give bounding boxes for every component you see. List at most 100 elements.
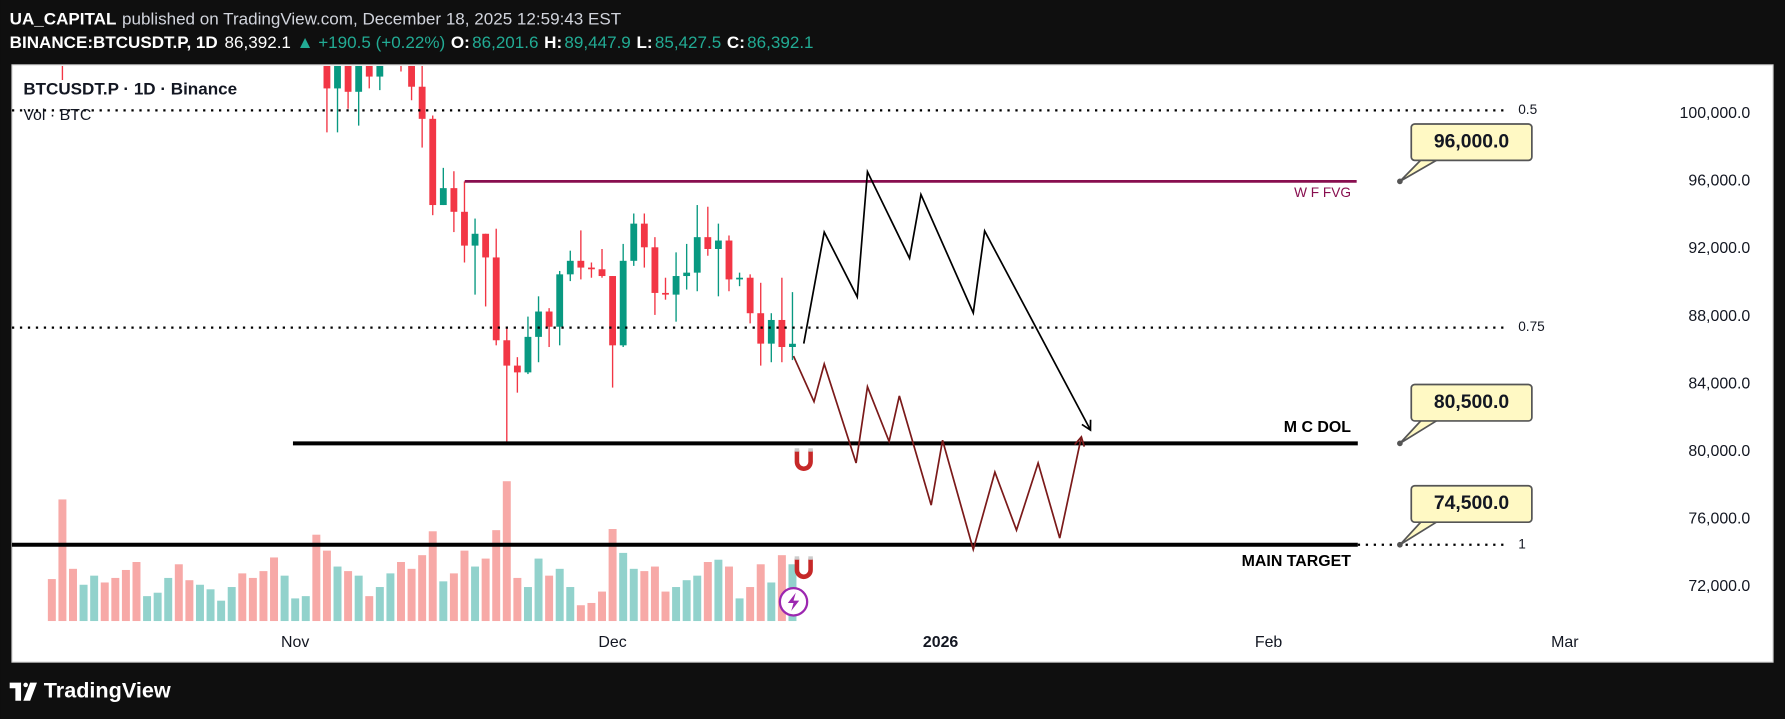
candle-body: [535, 311, 542, 337]
volume-bar: [724, 566, 733, 622]
volume-bar: [375, 587, 384, 622]
candle-body: [746, 277, 754, 314]
candle-body: [619, 260, 627, 346]
candle-body: [789, 343, 796, 347]
level-label: MAIN TARGET: [1242, 553, 1352, 570]
fib-label: 0.5: [1518, 102, 1537, 117]
candle-body: [524, 336, 532, 373]
candle-body: [683, 272, 691, 277]
projection-path-arrow: [1081, 419, 1092, 432]
volume-bar: [534, 558, 543, 622]
volume-bar: [756, 564, 765, 622]
volume-bar: [280, 575, 289, 622]
volume-bar: [587, 602, 596, 622]
volume-bar: [449, 573, 458, 622]
candle-body: [588, 267, 595, 270]
candle-body: [736, 277, 743, 280]
volume-bar: [365, 596, 374, 622]
header-line-2: BINANCE:BTCUSDT.P, 1D 86,392.1 ▲ +190.5 (+…: [10, 33, 814, 52]
author: UA_CAPITAL: [10, 9, 117, 28]
volume-bar: [714, 559, 723, 622]
candle-body: [704, 237, 712, 249]
volume-bar: [523, 587, 532, 622]
candle-body: [662, 292, 669, 295]
volume-bar: [481, 558, 490, 622]
candle-body: [503, 340, 511, 366]
candle-body: [355, 65, 363, 92]
volume-bar: [174, 564, 183, 622]
callout-anchor: [1397, 178, 1403, 185]
volume-bar: [386, 573, 395, 622]
volume-bar: [767, 582, 776, 622]
volume-bar: [576, 605, 585, 622]
volume-bar: [132, 562, 141, 622]
candle-body: [651, 247, 659, 293]
candle-body: [429, 118, 437, 206]
candle-body: [344, 65, 352, 92]
callout-box: [1410, 123, 1533, 162]
volume-bar: [291, 598, 300, 622]
volume-bar: [629, 568, 638, 622]
projection-path: [792, 355, 1083, 553]
lightning-icon[interactable]: [778, 587, 809, 617]
volume-bar: [333, 566, 342, 622]
footer-brand[interactable]: TradingView: [44, 677, 171, 702]
candle-body: [778, 319, 786, 348]
last-price: 86,392.1: [225, 33, 291, 52]
candle-body: [461, 211, 468, 246]
volume-bar: [397, 562, 405, 622]
ohlc-label: O:: [451, 33, 470, 52]
volume-bar: [121, 569, 130, 622]
volume-bar: [566, 587, 575, 622]
symbol: BINANCE:BTCUSDT.P, 1D: [10, 33, 218, 52]
volume-bar: [227, 587, 236, 622]
drawings: 0.5 0.75 1 W F FVG M C DOL MAIN TARGET: [11, 102, 1545, 570]
fib-label: 1: [1518, 536, 1526, 551]
candle-body: [672, 276, 680, 295]
candle-body: [714, 240, 722, 249]
volume-bar: [471, 566, 480, 622]
level-label: M C DOL: [1284, 419, 1351, 436]
ohlc-label: C:: [727, 33, 745, 52]
candle-body: [545, 311, 553, 327]
volume-bar: [407, 568, 416, 622]
volume-bar: [322, 550, 331, 622]
y-tick-label: 72,000.0: [1688, 578, 1750, 595]
volume-bar: [672, 587, 681, 622]
x-tick-label: Mar: [1551, 634, 1579, 651]
volume-bar: [555, 568, 564, 622]
volume-bar: [650, 566, 659, 622]
candle-body: [577, 260, 585, 268]
ohlc-value: 89,447.9: [564, 33, 630, 52]
callout-anchor: [1397, 541, 1403, 548]
volume-bar: [270, 557, 279, 622]
volume-bar: [79, 584, 88, 622]
candle-body: [439, 188, 447, 206]
published: published on TradingView.com, December 1…: [122, 9, 622, 28]
footer-logo[interactable]: [9, 682, 37, 701]
volume-bar: [185, 580, 194, 622]
volume-bar: [492, 530, 501, 622]
volume-bar: [195, 584, 204, 622]
volume-bar: [206, 589, 215, 622]
candle-body: [609, 276, 617, 346]
chart-panel: [11, 64, 1774, 663]
volume-bar: [598, 591, 606, 622]
ohlc-label: L:: [636, 33, 652, 52]
callout-label: 96,000.0: [1434, 130, 1509, 152]
x-tick-label: Feb: [1255, 634, 1283, 651]
candle-body: [365, 65, 373, 77]
level-label: W F FVG: [1294, 185, 1351, 200]
volume-bar: [619, 552, 628, 622]
volume-bar: [735, 598, 744, 622]
candle-body: [598, 269, 606, 277]
callout-label: 80,500.0: [1434, 391, 1509, 413]
volume-bar: [545, 575, 554, 622]
volume-bar: [513, 577, 522, 622]
volume-bar: [608, 529, 617, 622]
callout-anchor: [1397, 440, 1403, 447]
candle-body: [513, 365, 521, 373]
volume-bar: [111, 577, 120, 622]
